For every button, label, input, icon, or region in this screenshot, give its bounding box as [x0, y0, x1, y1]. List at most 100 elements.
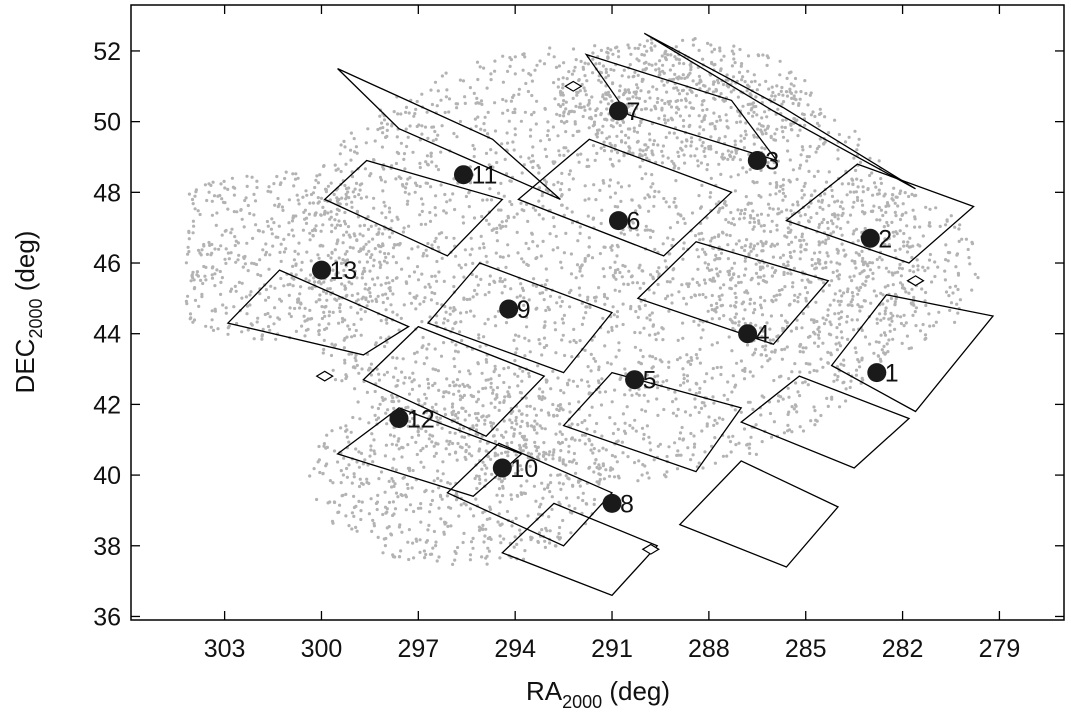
background-star [381, 189, 385, 193]
background-star [879, 181, 884, 185]
background-star [523, 549, 527, 553]
background-star [577, 160, 581, 164]
ccd-module-outline [830, 294, 995, 413]
background-star [406, 443, 410, 447]
background-star [792, 249, 796, 253]
background-star [899, 274, 904, 278]
background-star [250, 323, 254, 327]
background-star [493, 129, 498, 133]
background-star [419, 449, 423, 453]
small-markers [315, 80, 925, 555]
background-star [656, 444, 660, 448]
background-star [456, 416, 460, 420]
background-star [307, 212, 311, 216]
background-star [471, 424, 475, 428]
background-star [245, 304, 250, 308]
background-star [267, 267, 271, 271]
background-star [783, 285, 787, 289]
background-star [610, 244, 614, 248]
background-star [528, 404, 532, 408]
background-star [399, 141, 403, 145]
small-marker [315, 370, 334, 382]
background-star [678, 383, 683, 387]
ccd-module-outline [362, 325, 546, 437]
background-star [772, 378, 776, 383]
background-star [598, 188, 602, 192]
background-star [382, 167, 386, 171]
background-star [823, 140, 827, 144]
background-star [391, 246, 396, 250]
background-star [729, 175, 733, 179]
background-star [350, 481, 354, 485]
background-star [354, 359, 358, 363]
background-star [801, 311, 805, 316]
small-marker [906, 275, 925, 287]
background-star [370, 405, 374, 409]
background-star [737, 70, 742, 74]
background-star [798, 350, 802, 354]
background-star [451, 441, 455, 446]
background-star [636, 46, 640, 51]
background-star [529, 160, 533, 164]
background-star [738, 217, 742, 221]
background-star [292, 258, 296, 262]
background-star [504, 430, 508, 434]
background-star [493, 405, 497, 409]
background-star [754, 262, 758, 266]
background-star [739, 134, 743, 138]
background-star [250, 175, 254, 179]
target-point [454, 165, 473, 185]
background-star [293, 306, 297, 311]
background-star [796, 390, 800, 394]
background-star [392, 512, 396, 516]
background-star [797, 102, 801, 106]
background-star [689, 154, 693, 158]
background-star [713, 461, 718, 465]
background-star [402, 157, 406, 161]
background-star [830, 194, 835, 198]
background-star [548, 294, 553, 298]
background-star [193, 207, 197, 211]
background-star [853, 129, 857, 133]
background-star [369, 448, 373, 452]
background-star [447, 97, 452, 101]
background-star [392, 406, 396, 410]
background-star [256, 316, 260, 320]
background-star [319, 229, 323, 233]
background-star [599, 113, 603, 117]
background-star [835, 261, 839, 265]
background-star [752, 301, 757, 305]
background-star [567, 402, 572, 406]
background-star [503, 476, 507, 481]
background-star [755, 180, 759, 184]
background-star [877, 265, 881, 269]
background-star [812, 251, 817, 255]
background-star [356, 311, 360, 315]
background-star [852, 328, 856, 332]
background-star [640, 473, 644, 477]
background-star [732, 272, 736, 277]
background-star [658, 59, 662, 63]
background-star [748, 370, 752, 374]
background-star [349, 430, 353, 434]
background-star [438, 416, 442, 420]
background-star [264, 288, 268, 292]
background-star [424, 444, 428, 448]
background-star [713, 124, 717, 128]
background-star [526, 89, 531, 94]
background-star [502, 419, 506, 423]
background-star [754, 95, 758, 99]
background-star [545, 529, 549, 533]
background-star [486, 536, 490, 541]
target-label: 10 [510, 455, 538, 483]
background-star [898, 281, 903, 285]
background-star [815, 147, 820, 151]
background-star [442, 530, 446, 534]
background-star [246, 203, 250, 208]
background-star [745, 343, 750, 347]
background-star [522, 434, 527, 438]
background-star [615, 254, 619, 258]
background-star [766, 213, 770, 217]
background-star [542, 178, 547, 182]
background-star [591, 217, 595, 221]
